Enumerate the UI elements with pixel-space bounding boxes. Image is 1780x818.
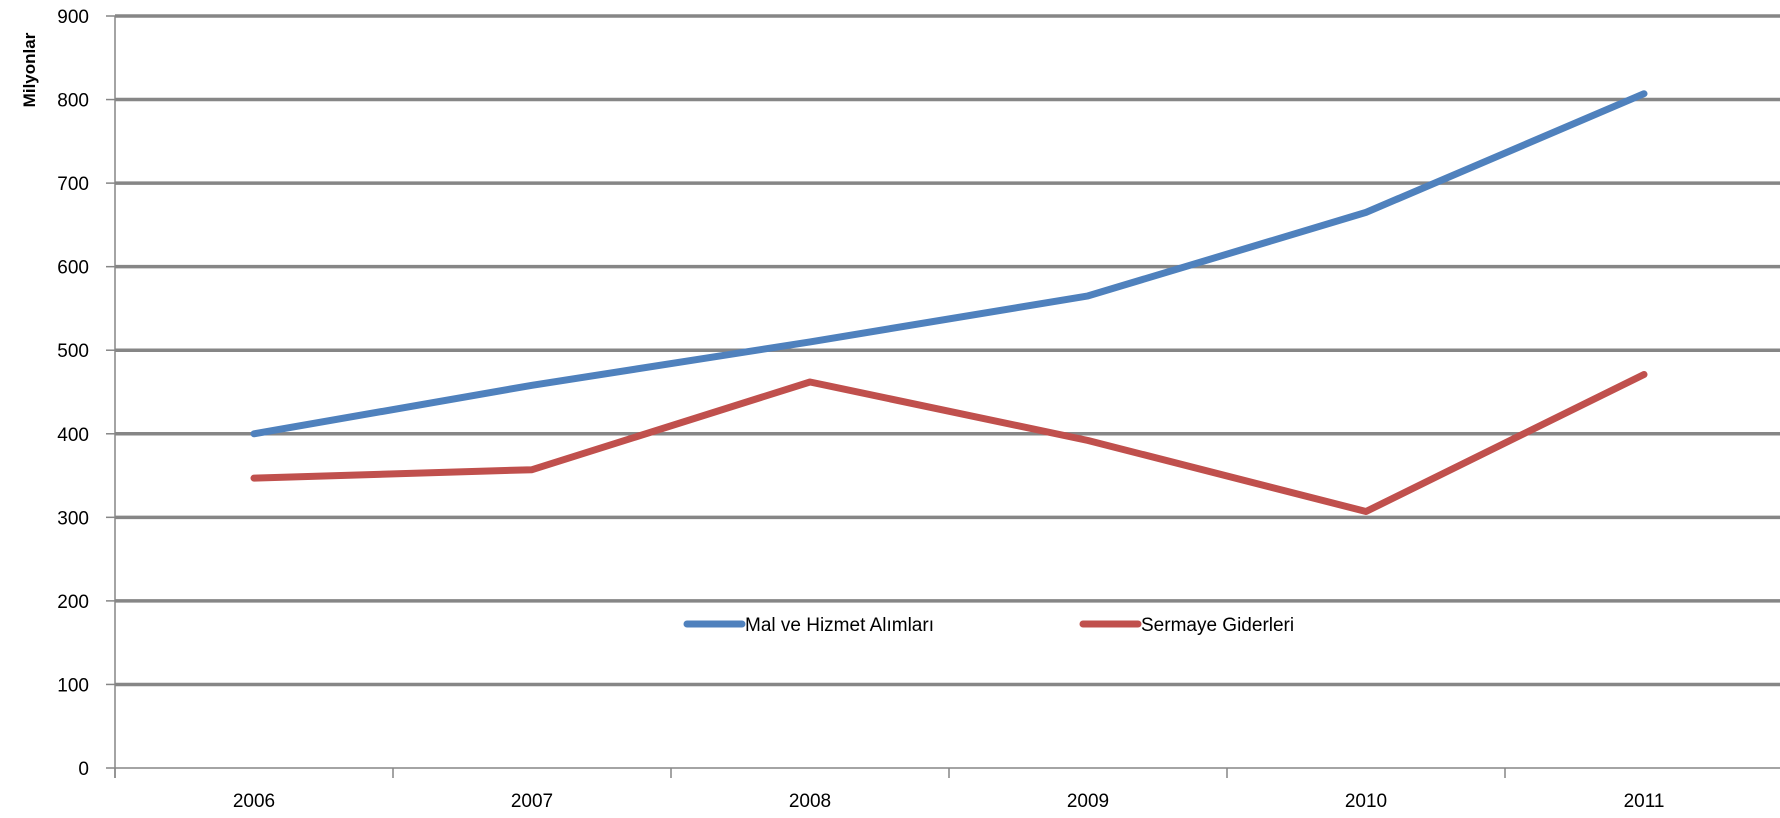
x-tick-label: 2010 xyxy=(1345,791,1387,812)
y-tick-label: 800 xyxy=(57,91,89,112)
y-tick-label: 400 xyxy=(57,425,89,446)
legend: Mal ve Hizmet Alımları Sermaye Giderleri xyxy=(683,615,1294,636)
legend-label: Mal ve Hizmet Alımları xyxy=(745,615,934,636)
y-tick-label: 600 xyxy=(57,258,89,279)
series-lines xyxy=(250,90,1648,515)
x-tick-label: 2011 xyxy=(1624,791,1665,812)
gridlines xyxy=(115,14,1780,687)
x-tick-label: 2006 xyxy=(233,791,275,812)
y-tick-label: 0 xyxy=(78,759,89,780)
y-tick-label: 300 xyxy=(57,508,89,529)
legend-label: Sermaye Giderleri xyxy=(1141,615,1294,636)
series-line-1 xyxy=(250,90,1648,438)
x-tick-label: 2007 xyxy=(511,791,553,812)
x-tick-label: 2008 xyxy=(789,791,831,812)
y-axis-ticks: 0 100 200 300 400 500 600 700 800 900 xyxy=(57,7,89,780)
x-axis-ticks: 2006 2007 2008 2009 2010 2011 xyxy=(233,791,1665,812)
y-tick-label: 500 xyxy=(57,341,89,362)
series-line-2 xyxy=(250,371,1648,515)
y-tick-label: 900 xyxy=(57,7,89,28)
y-tick-label: 100 xyxy=(57,675,89,696)
y-axis-title: Milyonlar xyxy=(20,32,39,107)
y-tick-label: 200 xyxy=(57,592,89,613)
axes xyxy=(106,15,1780,778)
y-tick-label: 700 xyxy=(57,174,89,195)
x-tick-label: 2009 xyxy=(1067,791,1109,812)
